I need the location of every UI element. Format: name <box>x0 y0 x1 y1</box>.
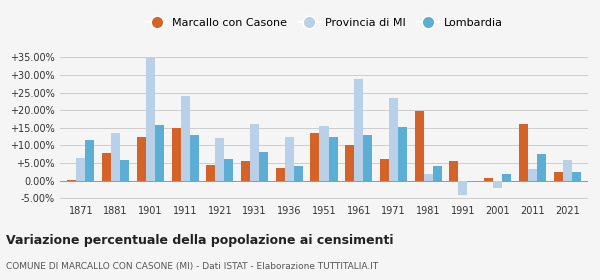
Bar <box>276 168 285 181</box>
Bar <box>528 169 537 181</box>
Bar <box>259 152 268 181</box>
Bar <box>354 79 363 181</box>
Bar <box>449 161 458 181</box>
Bar <box>76 158 85 181</box>
Bar <box>85 140 94 181</box>
Bar <box>537 154 546 181</box>
Bar <box>111 133 120 181</box>
Bar <box>433 166 442 181</box>
Bar <box>363 135 372 181</box>
Bar <box>102 153 111 181</box>
Bar <box>67 180 76 181</box>
Bar <box>380 159 389 181</box>
Text: COMUNE DI MARCALLO CON CASONE (MI) - Dati ISTAT - Elaborazione TUTTITALIA.IT: COMUNE DI MARCALLO CON CASONE (MI) - Dat… <box>6 262 378 271</box>
Bar <box>345 145 354 181</box>
Bar <box>224 159 233 181</box>
Bar <box>415 111 424 181</box>
Bar <box>398 127 407 181</box>
Bar <box>484 178 493 181</box>
Bar <box>155 125 164 181</box>
Bar <box>285 137 294 181</box>
Bar <box>329 137 338 181</box>
Bar <box>467 181 476 182</box>
Bar <box>319 126 329 181</box>
Bar <box>572 172 581 181</box>
Bar <box>206 165 215 181</box>
Bar <box>172 128 181 181</box>
Bar <box>250 123 259 181</box>
Legend: Marcallo con Casone, Provincia di MI, Lombardia: Marcallo con Casone, Provincia di MI, Lo… <box>146 18 502 28</box>
Bar <box>424 174 433 181</box>
Bar <box>181 96 190 181</box>
Bar <box>563 160 572 181</box>
Bar <box>294 166 303 181</box>
Bar <box>458 181 467 195</box>
Bar <box>241 161 250 181</box>
Bar <box>493 181 502 188</box>
Bar <box>519 124 528 181</box>
Bar <box>502 174 511 181</box>
Bar <box>389 98 398 181</box>
Bar <box>190 135 199 181</box>
Bar <box>215 138 224 181</box>
Bar <box>120 160 129 181</box>
Bar <box>146 57 155 181</box>
Bar <box>137 137 146 181</box>
Text: Variazione percentuale della popolazione ai censimenti: Variazione percentuale della popolazione… <box>6 234 394 247</box>
Bar <box>554 172 563 181</box>
Bar <box>310 133 319 181</box>
